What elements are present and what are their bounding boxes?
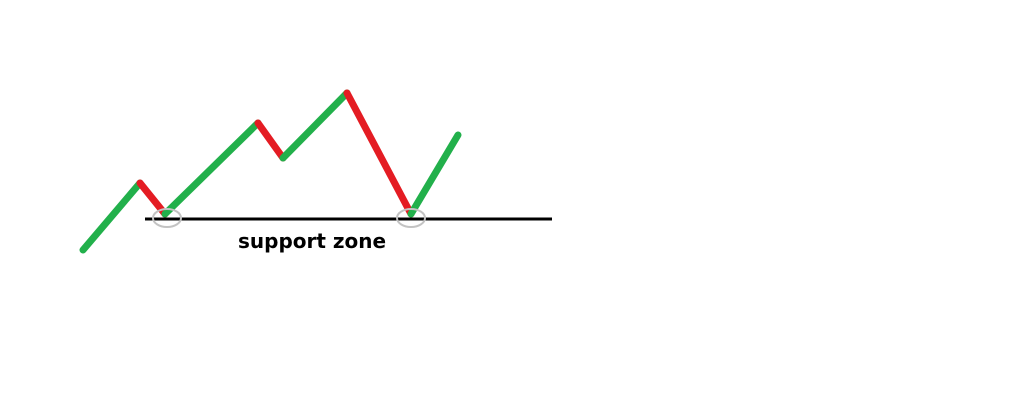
support-zone-label: support zone [238, 229, 386, 253]
pullback-segment-3 [343, 89, 415, 218]
support-touch-marker-2 [396, 208, 426, 228]
upswing-segment-2 [161, 119, 262, 218]
pullback-segment-2 [254, 119, 287, 162]
pullback-segment-1 [136, 179, 169, 218]
upswing-segment-3 [279, 89, 351, 162]
upswing-segment-1 [79, 179, 144, 254]
support-touch-marker-1 [152, 208, 182, 228]
upswing-segment-4 [407, 131, 462, 218]
